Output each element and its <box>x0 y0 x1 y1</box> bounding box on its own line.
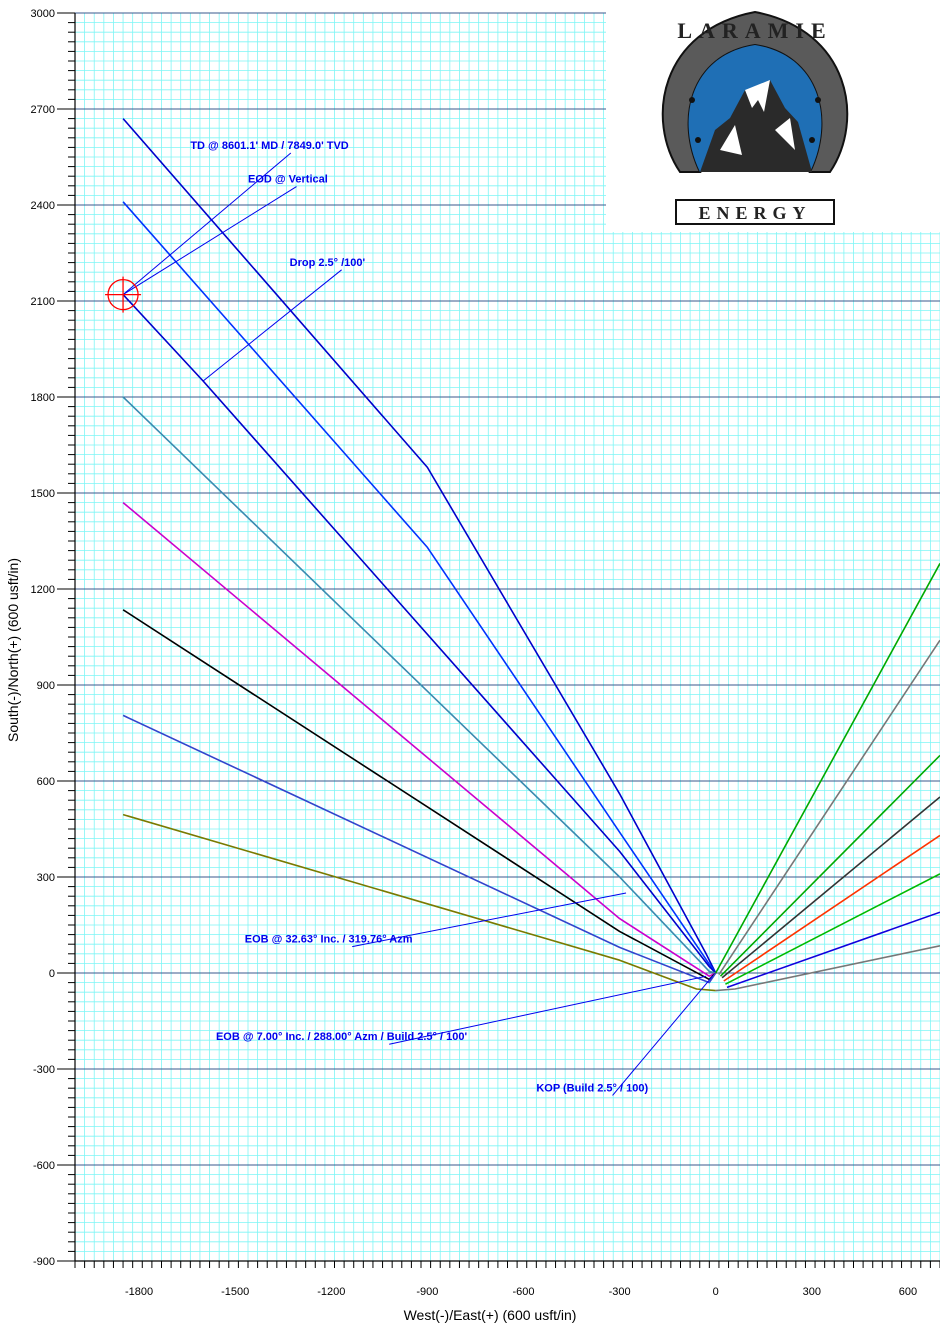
series-line-12 <box>721 796 940 979</box>
y-tick-label: 3000 <box>31 8 55 20</box>
series-line-14 <box>725 873 940 985</box>
x-tick-label: 0 <box>713 1286 719 1298</box>
y-tick-label: 300 <box>37 872 55 884</box>
axes: -900 -600 -300 0 300 600 900 1200 1500 1800 2100 24… <box>31 8 940 1298</box>
annotations: TD @ 8601.1' MD / 7849.0' TVD EOD @ Verti… <box>122 140 713 1096</box>
snow-shape <box>720 80 795 155</box>
x-tick-label: -900 <box>416 1286 438 1298</box>
series-line-15 <box>726 911 940 989</box>
annotation-label-6: KOP (Build 2.5° / 100) <box>536 1082 648 1094</box>
annotation-leader-4 <box>352 892 627 948</box>
laramie-energy-logo: LARAMIE ENERGY <box>606 0 940 232</box>
series-line-16 <box>715 945 940 992</box>
y-tick-label: -300 <box>33 1064 55 1076</box>
series-group <box>122 118 940 992</box>
series-line-1 <box>122 118 717 974</box>
series-line-13 <box>723 834 940 982</box>
y-tick-label: 1800 <box>31 392 55 404</box>
annotation-leader-2 <box>122 186 297 296</box>
y-tick-label: 2100 <box>31 296 55 308</box>
series-line-7 <box>122 714 717 984</box>
series-line-4 <box>122 396 716 974</box>
series-line-2 <box>122 201 717 974</box>
logo-top-text: LARAMIE <box>677 18 832 43</box>
target-marker <box>105 276 142 313</box>
series-line-5 <box>122 501 717 978</box>
x-tick-label: -300 <box>609 1286 631 1298</box>
minor-grid <box>74 13 940 1261</box>
annotation-label-3: Drop 2.5° /100' <box>290 257 366 269</box>
series-line-8 <box>122 813 716 992</box>
y-tick-label: 2400 <box>31 200 55 212</box>
annotation-leader-6 <box>612 975 713 1096</box>
annotation-leader-1 <box>122 152 292 295</box>
x-tick-label: 300 <box>803 1286 821 1298</box>
y-tick-label: -900 <box>33 1256 55 1268</box>
y-tick-label: 600 <box>37 776 55 788</box>
logo-bottom-text: ENERGY <box>698 203 811 223</box>
annotation-leader-3 <box>202 269 342 382</box>
y-tick-label: 900 <box>37 680 55 692</box>
y-tick-label: 0 <box>49 968 55 980</box>
series-line-11 <box>719 754 940 977</box>
x-tick-label: -600 <box>513 1286 535 1298</box>
y-axis-title: South(-)/North(+) (600 usft/in) <box>5 558 21 742</box>
series-line-3 <box>122 294 717 974</box>
x-axis-title: West(-)/East(+) (600 usft/in) <box>404 1307 577 1323</box>
annotation-label-2: EOD @ Vertical <box>248 174 328 186</box>
x-tick-label: -1200 <box>317 1286 345 1298</box>
annotation-label-4: EOB @ 32.63° Inc. / 319.76° Azm <box>245 934 413 946</box>
series-line-9 <box>714 563 940 974</box>
annotation-label-1: TD @ 8601.1' MD / 7849.0' TVD <box>190 140 348 152</box>
y-tick-label: 1500 <box>31 488 55 500</box>
annotation-label-5: EOB @ 7.00° Inc. / 288.00° Azm / Build 2… <box>216 1031 468 1043</box>
x-tick-label: -1800 <box>125 1286 153 1298</box>
x-tick-label: -1500 <box>221 1286 249 1298</box>
y-tick-label: -600 <box>33 1160 55 1172</box>
series-line-10 <box>718 639 940 976</box>
y-tick-label: 1200 <box>31 584 55 596</box>
annotation-leader-5 <box>389 975 707 1045</box>
x-tick-label: 600 <box>899 1286 917 1298</box>
y-tick-label: 2700 <box>31 104 55 116</box>
